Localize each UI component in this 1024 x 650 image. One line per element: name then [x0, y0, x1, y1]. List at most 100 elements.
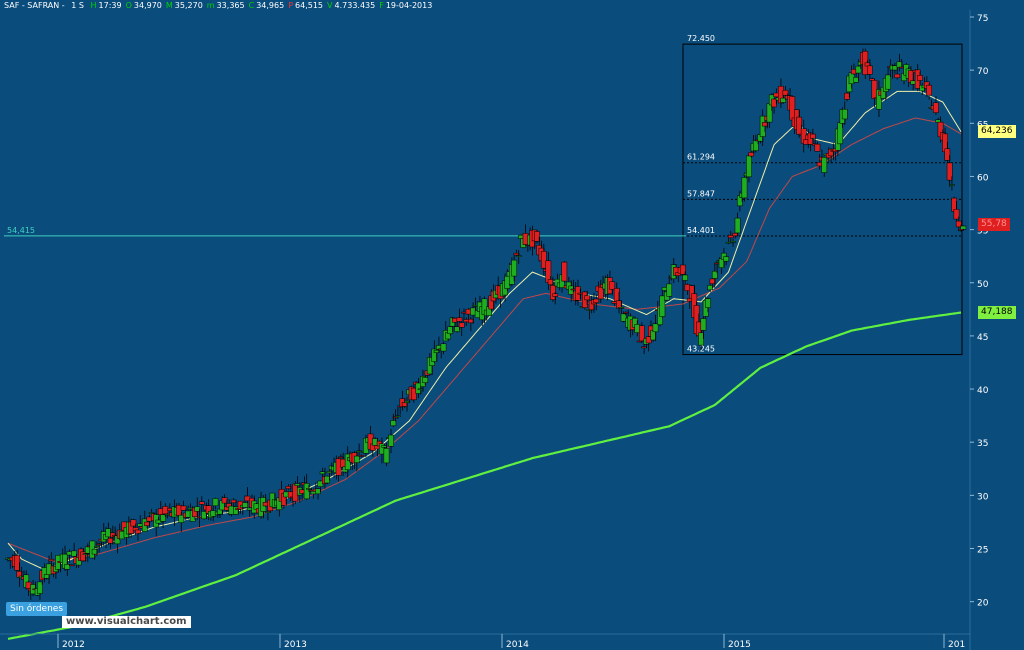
candle-body — [593, 298, 600, 304]
candle-body — [221, 497, 228, 504]
ma-mid-line — [7, 117, 962, 562]
candle-body — [94, 546, 100, 548]
candle-body — [401, 402, 408, 407]
candle-body — [404, 400, 410, 403]
candle-body — [814, 143, 821, 152]
ma-long-line — [7, 311, 962, 640]
candle-body — [148, 512, 155, 514]
header-field-label: O — [125, 1, 132, 10]
header-field-value: 35,270 — [174, 1, 203, 10]
fibonacci-level-label: 57.847 — [687, 189, 715, 198]
candle-body — [636, 340, 643, 343]
header-field-label: M — [165, 1, 173, 10]
candle-body — [666, 283, 673, 297]
candle-body — [705, 298, 711, 308]
fibonacci-level-label: 54.401 — [687, 226, 715, 235]
candle-body — [230, 499, 237, 503]
candle-body — [422, 377, 429, 383]
candle-body — [727, 235, 734, 239]
candle-body — [410, 387, 417, 401]
x-tick-label: 201 — [948, 640, 965, 650]
candle-body — [584, 295, 590, 301]
candle-body — [741, 177, 748, 199]
candle-body — [638, 325, 645, 342]
candle-body — [547, 279, 554, 286]
last-price-badge: 55,78 — [978, 218, 1010, 231]
candle-body — [711, 270, 718, 279]
candle-body — [616, 300, 622, 309]
candle-body — [762, 122, 768, 127]
y-tick-label: 25 — [977, 546, 988, 556]
header-field-value: 34,970 — [133, 1, 162, 10]
y-tick-label: 60 — [977, 173, 989, 183]
candle-body — [809, 133, 816, 139]
candle-body — [180, 505, 187, 511]
candle-body — [91, 548, 98, 555]
candle-body — [144, 521, 150, 526]
candle-body — [730, 241, 736, 243]
x-tick-label: 2012 — [62, 640, 85, 650]
candle-body — [725, 241, 732, 244]
candle-body — [96, 543, 103, 545]
header-field-label: m — [206, 1, 215, 10]
y-tick-label: 75 — [977, 14, 988, 24]
fibonacci-level-label: 72.450 — [687, 34, 715, 43]
header-field-value: 4.733.435 — [334, 1, 376, 10]
candle-body — [917, 75, 923, 81]
y-tick-label: 50 — [977, 280, 989, 290]
candle-body — [315, 488, 321, 495]
orders-status-button[interactable]: Sin órdenes — [6, 602, 68, 616]
candle-body — [709, 278, 716, 284]
candle-body — [513, 252, 520, 256]
candle-body — [613, 288, 620, 302]
candle-body — [212, 498, 219, 507]
candle-body — [447, 326, 454, 334]
candle-body — [390, 420, 397, 427]
candle-body — [623, 311, 629, 314]
candle-body — [949, 184, 955, 186]
candle-body — [515, 255, 522, 257]
candle-body — [160, 514, 166, 522]
y-tick-label: 20 — [977, 599, 989, 609]
header-field-label: P — [288, 1, 294, 10]
candle-body — [641, 346, 647, 349]
candle-body — [841, 109, 848, 120]
chart-header: SAF - SAFRAN - 1 S H 17:39 O 34,970 M 35,270 m… — [4, 1, 440, 11]
candle-body — [609, 281, 616, 290]
candle-body — [748, 152, 755, 157]
candle-body — [780, 97, 787, 103]
candle-body — [198, 501, 205, 505]
candle-body — [732, 232, 739, 237]
candle-body — [844, 92, 850, 100]
candle-body — [896, 61, 903, 68]
candle-body — [652, 323, 659, 333]
candle-body — [381, 445, 388, 448]
candle-body — [388, 434, 394, 447]
candle-body — [618, 307, 625, 309]
candle-body — [885, 74, 891, 90]
candle-body — [440, 343, 447, 352]
candle-body — [837, 122, 844, 145]
candle-body — [178, 514, 185, 523]
header-field-label: V — [327, 1, 333, 10]
candle-body — [723, 256, 730, 262]
candle-body — [48, 559, 55, 562]
x-tick-label: 2015 — [728, 640, 751, 650]
candle-body — [456, 317, 463, 322]
candle-body — [953, 209, 960, 220]
candle-body — [68, 564, 75, 567]
fibonacci-level-label: 61.294 — [687, 153, 715, 162]
candle-body — [682, 274, 689, 281]
candle-body — [926, 84, 932, 96]
candle-body — [242, 502, 248, 508]
candle-body — [680, 264, 686, 275]
candle-body — [467, 318, 474, 324]
y-tick-label: 35 — [977, 439, 988, 449]
period-label: 1 S — [71, 1, 84, 10]
candle-body — [392, 416, 399, 419]
header-field-value: 17:39 — [98, 1, 122, 10]
candle-body — [82, 553, 89, 555]
candle-body — [933, 102, 939, 113]
